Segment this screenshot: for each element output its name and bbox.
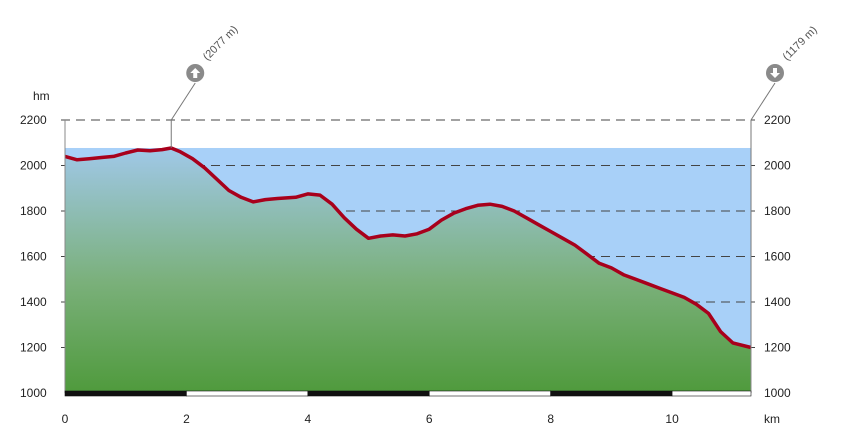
arrow-up-icon <box>190 68 201 78</box>
y-tick-label-right: 2200 <box>764 113 791 127</box>
x-tick-label: 6 <box>426 412 433 426</box>
scale-bar-segment <box>428 390 551 397</box>
x-tick-label: 10 <box>665 412 679 426</box>
x-tick-label: 2 <box>183 412 190 426</box>
max-elevation-marker-label: (2077 m) <box>201 24 241 64</box>
y-tick-label-left: 2200 <box>20 113 47 127</box>
y-tick-label-left: 1000 <box>20 386 47 400</box>
min-elevation-marker-label: (1179 m) <box>781 24 820 63</box>
x-axis-unit: km <box>764 412 780 426</box>
y-tick-label-left: 2000 <box>20 159 47 173</box>
y-tick-label-right: 1400 <box>764 295 791 309</box>
y-tick-label-right: 1000 <box>764 386 791 400</box>
y-tick-label-left: 1600 <box>20 250 47 264</box>
y-axis-unit: hm <box>33 89 50 103</box>
scale-bar-segment <box>550 390 673 397</box>
x-tick-label: 4 <box>304 412 311 426</box>
y-tick-label-right: 1800 <box>764 204 791 218</box>
x-tick-label: 8 <box>547 412 554 426</box>
scale-bar-segment <box>186 390 309 397</box>
y-tick-label-left: 1200 <box>20 341 47 355</box>
min-elevation-marker-leader <box>750 82 776 121</box>
terrain-fill <box>65 148 751 393</box>
arrow-down-icon <box>770 68 780 78</box>
x-tick-label: 0 <box>62 412 69 426</box>
elevation-line <box>64 146 752 350</box>
y-tick-label-left: 1800 <box>20 204 47 218</box>
max-elevation-marker-leader <box>170 82 196 121</box>
scale-bar-segment <box>671 390 752 397</box>
y-tick-label-left: 1400 <box>20 295 47 309</box>
y-tick-label-right: 2000 <box>764 159 791 173</box>
y-tick-label-right: 1600 <box>764 250 791 264</box>
scale-bar-segment <box>64 390 187 397</box>
y-tick-label-right: 1200 <box>764 341 791 355</box>
scale-bar-segment <box>307 390 430 397</box>
